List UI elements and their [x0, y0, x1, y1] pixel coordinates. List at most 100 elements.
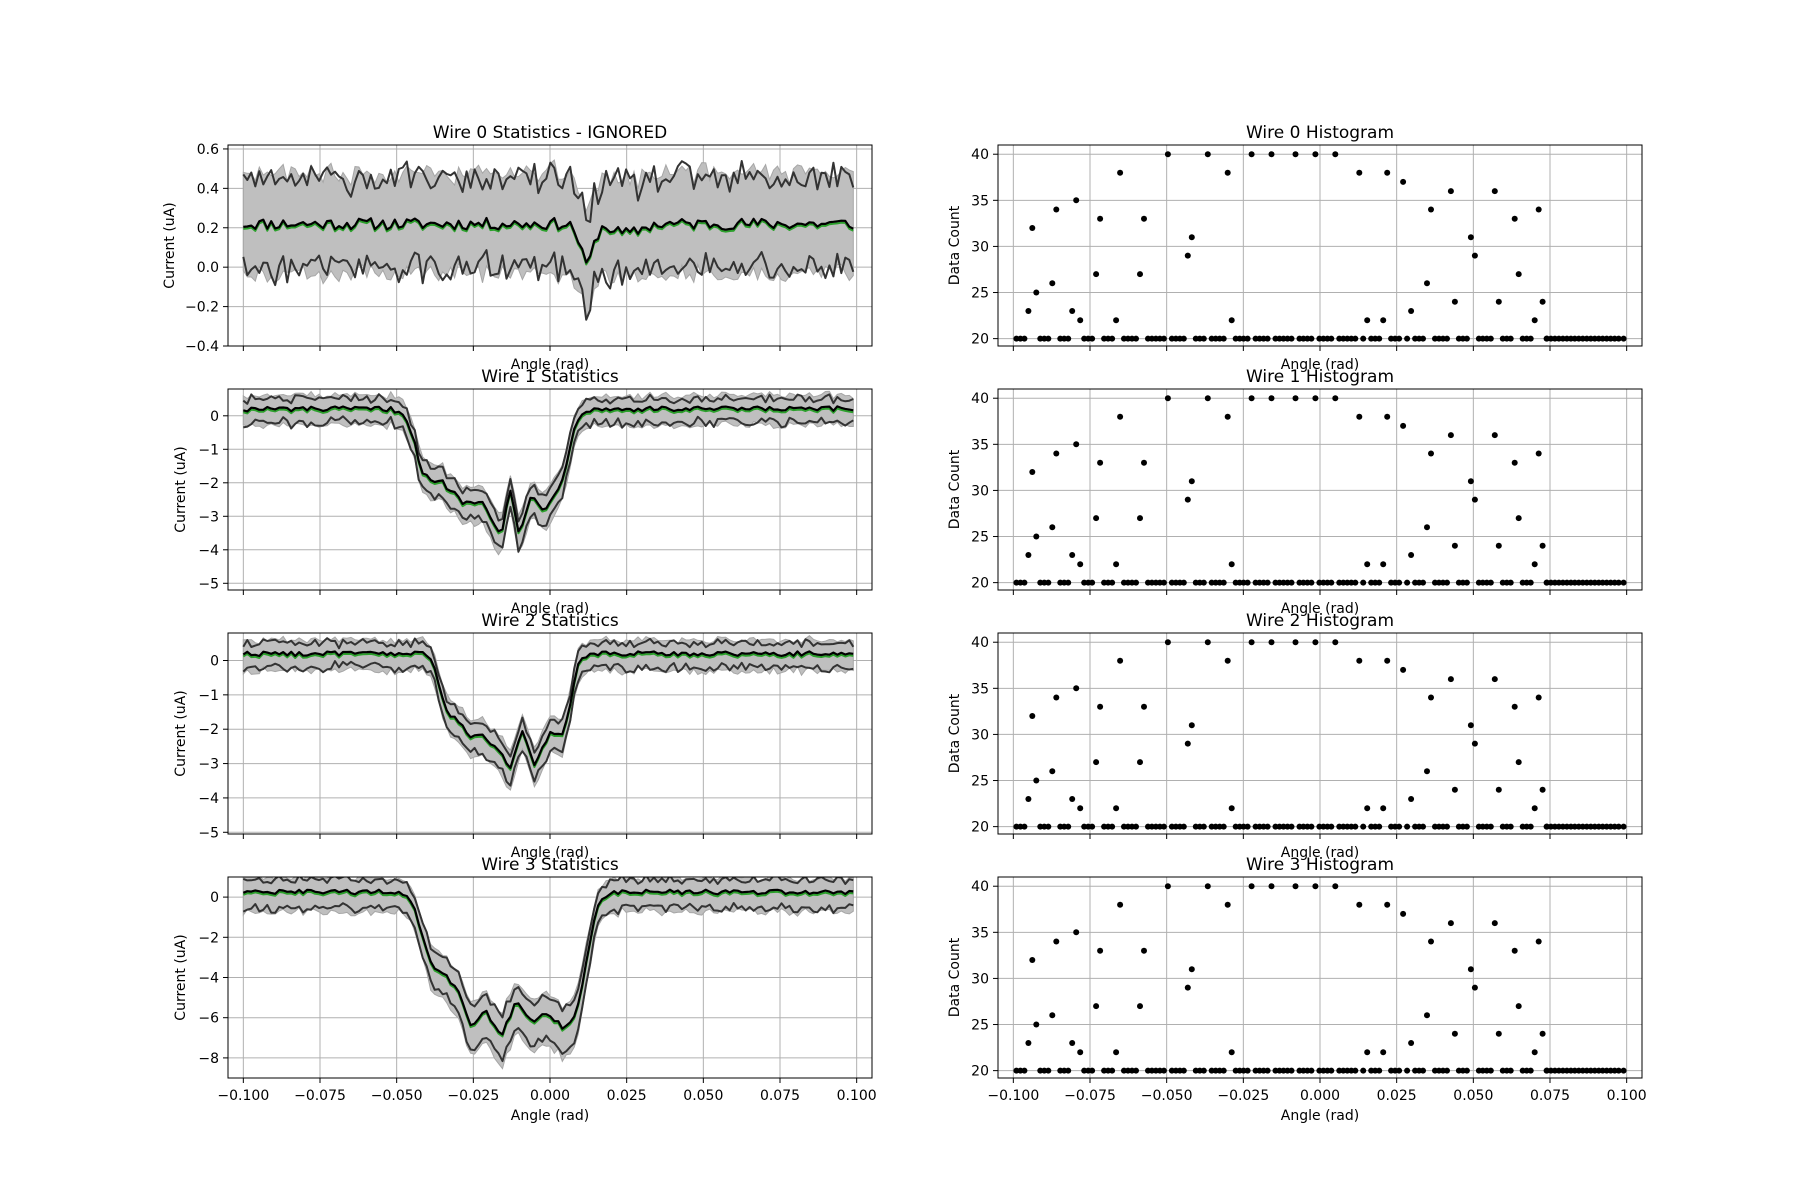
data-point	[1444, 335, 1450, 342]
data-point	[1069, 308, 1076, 314]
data-point	[1089, 823, 1096, 830]
y-tick-label: −2	[198, 722, 219, 738]
data-point	[1033, 289, 1040, 296]
data-point	[1160, 823, 1167, 830]
x-tick-label: 0.025	[1377, 1088, 1417, 1104]
data-point	[1113, 805, 1120, 812]
grid	[998, 877, 1642, 1078]
data-point	[1428, 450, 1434, 457]
y-tick-label: 0.0	[197, 260, 219, 276]
y-tick-label: 30	[971, 483, 989, 499]
data-point	[1264, 1067, 1271, 1074]
data-point	[1021, 823, 1028, 830]
data-point	[1400, 178, 1407, 185]
y-tick-label: 20	[971, 332, 989, 348]
data-point	[1527, 1067, 1534, 1074]
panel-title: Wire 0 Statistics - IGNORED	[433, 123, 667, 143]
data-point	[1424, 768, 1430, 775]
data-point	[1117, 413, 1124, 420]
data-point	[1045, 579, 1052, 586]
data-point	[1447, 676, 1454, 683]
data-point	[1515, 759, 1522, 766]
data-point	[1615, 579, 1622, 586]
y-axis-label: Current (uA)	[173, 690, 189, 776]
min-envelope-line	[242, 660, 854, 787]
data-point	[1467, 234, 1474, 241]
data-point	[1620, 1067, 1627, 1074]
data-point	[1467, 722, 1474, 729]
data-point	[1069, 552, 1076, 558]
data-point	[1220, 335, 1227, 342]
data-point	[1487, 335, 1494, 342]
max-envelope-line	[242, 393, 854, 523]
data-point	[1384, 657, 1391, 664]
data-point	[1384, 413, 1391, 420]
data-point	[1356, 901, 1363, 908]
panel-title: Wire 1 Histogram	[1246, 367, 1394, 387]
data-point	[1025, 552, 1032, 558]
y-tick-label: 0	[210, 409, 219, 425]
y-tick-label: −3	[198, 509, 219, 525]
data-point	[1428, 938, 1434, 945]
y-tick-label: −6	[198, 1011, 219, 1027]
mean-line	[243, 216, 854, 264]
data-point	[1268, 639, 1275, 646]
data-point	[1184, 252, 1191, 259]
x-tick-label: −0.075	[1064, 1088, 1116, 1104]
y-tick-label: −5	[198, 825, 219, 841]
panel-wire-0-histogram: 20 25 30 35 40 Wire 0 Histogram Angle (rad) Dat…	[947, 123, 1643, 373]
median-line	[242, 890, 854, 1038]
data-point	[1029, 957, 1036, 963]
data-point	[1065, 823, 1072, 830]
data-point	[1428, 694, 1434, 701]
x-tick-label: 0.000	[530, 1088, 570, 1104]
data-point	[1332, 883, 1339, 890]
x-tick-label: −0.075	[294, 1088, 346, 1104]
data-point	[1396, 823, 1403, 830]
data-point	[1133, 823, 1139, 830]
data-point	[1515, 515, 1522, 522]
y-axis-label: Data Count	[947, 449, 963, 529]
data-point	[1396, 579, 1403, 586]
data-point	[1188, 234, 1195, 241]
x-tick-label: 0.025	[607, 1088, 647, 1104]
y-tick-label: 40	[971, 147, 989, 163]
data-point	[1184, 984, 1191, 991]
data-point	[1360, 1067, 1367, 1074]
data-point	[1109, 823, 1116, 830]
data-point	[1491, 676, 1498, 683]
panel-title: Wire 0 Histogram	[1246, 123, 1394, 143]
data-point	[1420, 335, 1426, 342]
data-point	[1025, 1040, 1032, 1046]
data-point	[1400, 422, 1407, 429]
x-axis-label: Angle (rad)	[1281, 845, 1359, 861]
plot-area	[1013, 151, 1627, 342]
y-tick-label: −2	[198, 476, 219, 492]
data-point	[1615, 1067, 1622, 1074]
x-axis-label: Angle (rad)	[1281, 357, 1359, 373]
data-point	[1117, 169, 1124, 176]
y-tick-label: 35	[971, 681, 989, 697]
y-tick-label: 30	[971, 239, 989, 255]
panel-title: Wire 3 Statistics	[481, 855, 619, 875]
data-point	[1069, 1040, 1076, 1046]
data-point	[1312, 639, 1319, 646]
data-point	[1089, 579, 1096, 586]
data-point	[1049, 768, 1056, 775]
data-point	[1356, 413, 1363, 420]
data-point	[1444, 1067, 1450, 1074]
data-point	[1507, 1067, 1514, 1074]
data-point	[1200, 823, 1207, 830]
data-point	[1360, 579, 1367, 586]
y-tick-label: 20	[971, 1064, 989, 1080]
data-point	[1380, 1049, 1387, 1056]
y-tick-label: 35	[971, 925, 989, 941]
data-point	[1495, 1030, 1502, 1037]
data-point	[1447, 188, 1454, 195]
data-point	[1380, 805, 1387, 812]
min-envelope-line	[242, 249, 855, 321]
y-tick-label: 0	[210, 890, 219, 906]
x-tick-label: −0.100	[217, 1088, 269, 1104]
data-point	[1220, 1067, 1227, 1074]
